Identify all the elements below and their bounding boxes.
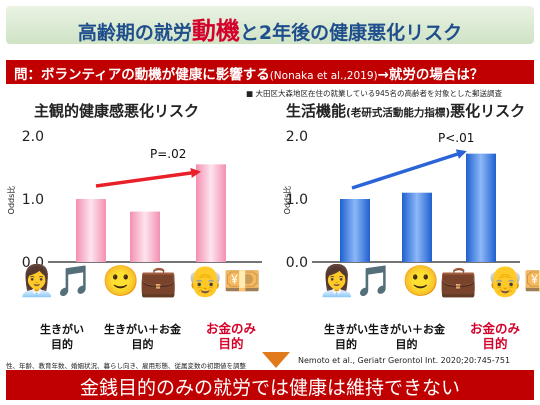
title-part2: と2年後の健康悪化リスク bbox=[239, 22, 463, 44]
chart2-ytick: 2.0 bbox=[286, 129, 308, 145]
chart2-trend-arrow-icon bbox=[351, 149, 467, 190]
chart1-p-value: P=.02 bbox=[150, 147, 186, 161]
cat-text: 目的 bbox=[482, 336, 508, 351]
chart2-bar bbox=[466, 153, 496, 262]
chart2-title-main: 生活機能 bbox=[286, 102, 347, 120]
cat-text: 生きがい＋お金 bbox=[104, 323, 181, 336]
cat-text: お金のみ bbox=[470, 321, 521, 336]
reference-citation: Nemoto et al., Geriatr Gerontol Int. 202… bbox=[298, 356, 511, 365]
adjustment-footnote: 性、年齢、教育年数、婚姻状況、暮らし向き、雇用形態、従属変数の初期値を調整 bbox=[6, 362, 247, 370]
cat-text: 生きがい bbox=[324, 323, 368, 336]
chart2-ylabel: Odds比 bbox=[282, 186, 292, 215]
chart2-title-small: (老研式活動能力指標) bbox=[346, 107, 451, 119]
chart1-ylabel: Odds比 bbox=[6, 186, 16, 215]
survey-note: ■ 大田区大森地区在住の就業している945名の高齢者を対象とした郵送調査 bbox=[246, 89, 503, 98]
chart1-bar bbox=[76, 199, 106, 262]
cat-text: お金のみ bbox=[206, 321, 257, 336]
chart1-bar bbox=[196, 164, 226, 262]
question-bar: 問：ボランティアの動機が健康に影響する(Nonaka et al.,2019)→… bbox=[6, 60, 534, 84]
category-label-left-1: 生きがい 目的 bbox=[40, 322, 84, 352]
category-label-right-2: 生きがい＋お金 目的 bbox=[368, 322, 445, 352]
question-lead: 問：ボランティアの動機が健康に影響する bbox=[14, 67, 270, 83]
chart1-title: 主観的健康感悪化リスク bbox=[34, 102, 200, 120]
cat-text: 目的 bbox=[218, 336, 244, 351]
illustrations-left: 👩‍💼🎵 🙂💼 👴💴 bbox=[18, 264, 262, 299]
cat-text: 目的 bbox=[131, 338, 154, 351]
question-citation: (Nonaka et al.,2019) bbox=[269, 70, 378, 82]
cat-text: 目的 bbox=[335, 338, 357, 351]
chart1-trend-arrow-icon bbox=[95, 167, 201, 188]
question-text: 問：ボランティアの動機が健康に影響する(Nonaka et al.,2019)→… bbox=[14, 63, 483, 83]
chart1-ytick: 1.0 bbox=[22, 192, 44, 208]
chart2-bar bbox=[402, 192, 432, 262]
category-label-left-3: お金のみ 目的 bbox=[206, 321, 256, 351]
conclusion-text: 金銭目的のみの就労では健康は維持できない bbox=[79, 377, 460, 399]
illustrations-right: 👩‍💼🎵 🙂💼 👴💴 bbox=[318, 264, 540, 299]
chart2-ytick: 1.0 bbox=[286, 192, 308, 208]
title-bar: 高齢期の就労動機と2年後の健康悪化リスク bbox=[6, 6, 534, 46]
chart2-p-value: P<.01 bbox=[438, 131, 474, 145]
chart1-ytick: 2.0 bbox=[22, 129, 44, 145]
conclusion-bar: 金銭目的のみの就労では健康は維持できない bbox=[6, 370, 534, 400]
chart2-bar bbox=[340, 199, 370, 262]
cat-text: 目的 bbox=[51, 338, 73, 351]
down-arrow-icon bbox=[262, 352, 290, 368]
cat-text: 生きがい bbox=[40, 323, 84, 336]
question-tail: →就労の場合は？ bbox=[377, 67, 484, 83]
cat-text: 生きがい＋お金 bbox=[368, 323, 445, 336]
title-part1: 高齢期の就労 bbox=[77, 22, 192, 44]
chart2-title: 生活機能(老研式活動能力指標)悪化リスク bbox=[286, 100, 525, 121]
cat-text: 目的 bbox=[395, 338, 418, 351]
chart1-bar bbox=[130, 211, 160, 262]
category-label-right-1: 生きがい 目的 bbox=[324, 322, 368, 352]
title-highlight: 動機 bbox=[191, 17, 240, 45]
page-title: 高齢期の就労動機と2年後の健康悪化リスク bbox=[6, 11, 534, 46]
chart2-ytick: 0.0 bbox=[286, 255, 308, 271]
chart1-ytick: 0.0 bbox=[22, 255, 44, 271]
chart2-title-tail: 悪化リスク bbox=[450, 102, 526, 120]
category-label-right-3: お金のみ 目的 bbox=[470, 321, 520, 351]
category-label-left-2: 生きがい＋お金 目的 bbox=[104, 322, 181, 352]
